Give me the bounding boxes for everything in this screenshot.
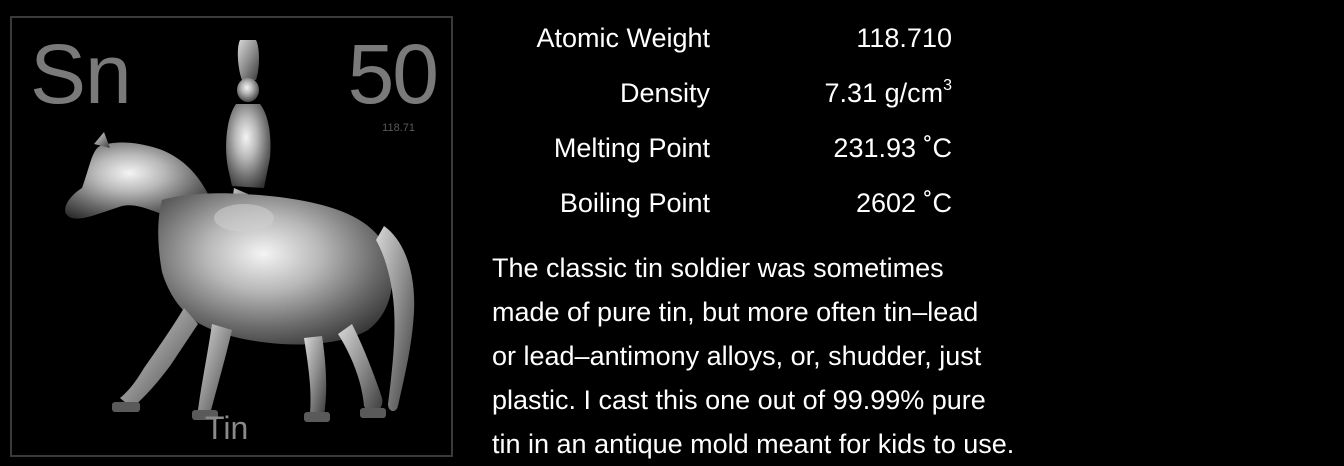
properties-table: Atomic Weight 118.710 Density 7.31 g/cm3… xyxy=(480,16,960,236)
property-value: 7.31 g/cm xyxy=(824,78,944,108)
description: The classic tin soldier was sometimes ma… xyxy=(492,246,1192,466)
property-value: 231.93 ˚C xyxy=(833,133,952,163)
property-row: Atomic Weight 118.710 xyxy=(480,16,960,71)
description-line: tin in an antique mold meant for kids to… xyxy=(492,429,1015,459)
tin-soldier-on-horse-image xyxy=(65,40,415,422)
property-value-with-sup: 7.31 g/cm3 xyxy=(825,71,952,115)
property-label: Atomic Weight xyxy=(536,23,710,53)
property-value: 2602 ˚C xyxy=(855,188,952,218)
element-tile: Sn 50 118.71 Tin xyxy=(10,16,453,457)
property-superscript: 3 xyxy=(943,77,952,94)
property-label: Density xyxy=(619,78,710,108)
element-name: Tin xyxy=(205,410,249,446)
description-line: The classic tin soldier was sometimes xyxy=(492,253,944,283)
property-label: Boiling Point xyxy=(559,188,710,218)
atomic-weight-small: 118.71 xyxy=(382,122,415,134)
property-row: Melting Point 231.93 ˚C xyxy=(480,126,960,181)
property-row: Density 7.31 g/cm3 xyxy=(480,71,960,126)
atomic-number: 50 xyxy=(347,27,439,121)
property-value: 118.710 xyxy=(856,23,952,53)
element-symbol: Sn xyxy=(30,27,132,121)
description-line: plastic. I cast this one out of 99.99% p… xyxy=(492,385,986,415)
property-label: Melting Point xyxy=(553,133,710,163)
description-line: made of pure tin, but more often tin–lea… xyxy=(492,297,979,327)
property-row: Boiling Point 2602 ˚C xyxy=(480,181,960,236)
description-line: or lead–antimony alloys, or, shudder, ju… xyxy=(492,341,982,371)
